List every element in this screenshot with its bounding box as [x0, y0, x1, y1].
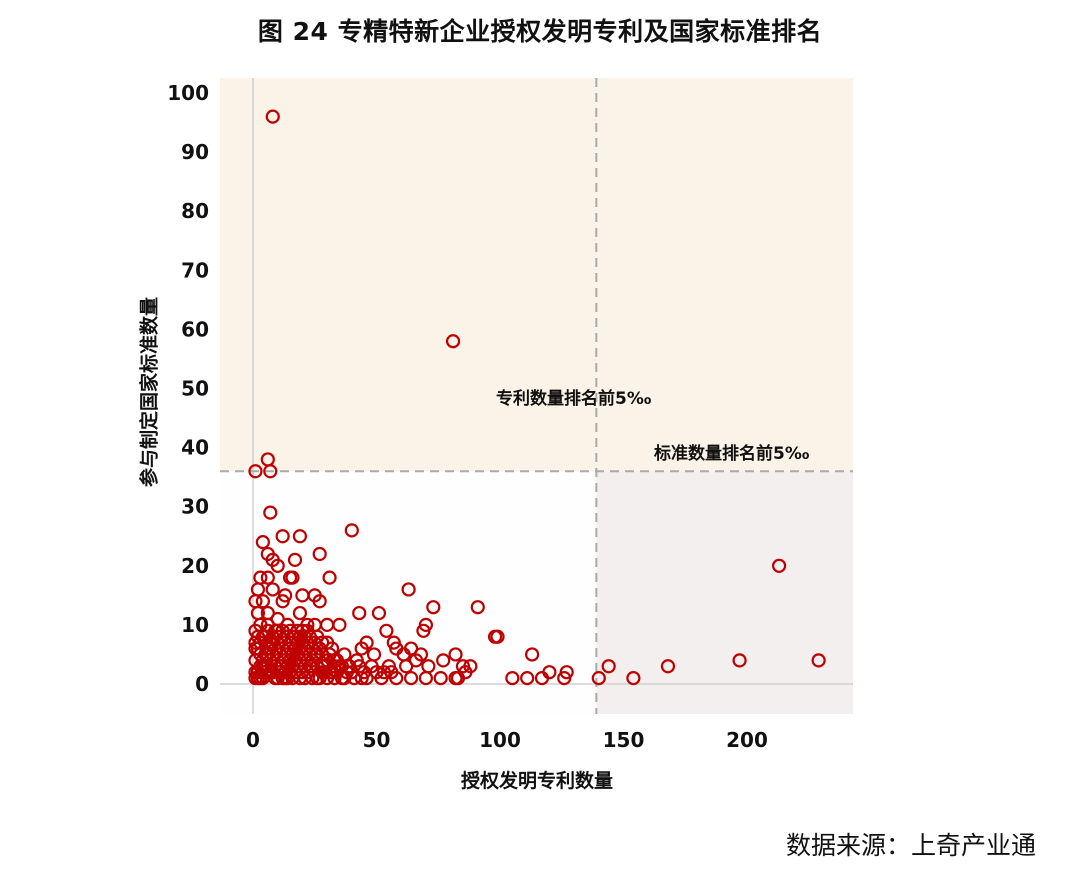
- data-point: [312, 546, 327, 562]
- data-point: [312, 594, 327, 609]
- data-point: [322, 570, 337, 585]
- data-point: [260, 570, 275, 585]
- annotation-patent-top-5-permille: 专利数量排名前5‰: [496, 389, 652, 409]
- data-point: [811, 653, 826, 668]
- data-point: [426, 600, 441, 615]
- x-tick-label: 100: [479, 728, 521, 752]
- x-tick-label: 0: [246, 728, 260, 752]
- data-point: [436, 653, 451, 668]
- data-point: [315, 635, 330, 650]
- data-point: [399, 659, 414, 674]
- data-point: [250, 629, 266, 644]
- data-point: [371, 605, 387, 621]
- data-point: [401, 582, 416, 597]
- data-point: [403, 670, 419, 686]
- y-tick-label: 100: [167, 81, 209, 105]
- data-point: [292, 605, 308, 621]
- y-tick-label: 10: [181, 613, 209, 637]
- data-point: [295, 623, 310, 638]
- data-point: [263, 464, 278, 479]
- data-point: [255, 594, 270, 609]
- y-tick-label: 30: [181, 495, 209, 519]
- data-point: [416, 623, 431, 638]
- data-point: [285, 570, 300, 585]
- data-point: [255, 659, 270, 674]
- data-point: [268, 670, 283, 686]
- tick-labels: 0 10 20 30 40 50 60 70 80 90 100 0 50 100 150 200: [167, 81, 768, 752]
- data-point: [626, 670, 641, 686]
- data-point: [263, 505, 278, 520]
- data-point: [660, 659, 676, 674]
- x-tick-label: 150: [603, 728, 645, 752]
- data-point: [376, 665, 392, 680]
- data-point: [248, 464, 263, 479]
- data-point: [278, 588, 293, 603]
- data-point: [490, 629, 505, 644]
- data-point: [260, 647, 275, 662]
- data-point: [525, 647, 540, 662]
- data-point: [379, 623, 394, 638]
- data-point: [384, 665, 399, 680]
- data-point: [418, 670, 433, 686]
- data-points: [248, 109, 826, 686]
- data-point: [275, 670, 290, 686]
- data-source: 数据来源：上奇产业通: [785, 831, 1036, 860]
- data-point: [349, 653, 364, 668]
- data-point: [285, 647, 300, 662]
- patent-top-region: [596, 471, 853, 714]
- data-point: [448, 647, 463, 662]
- chart-title: 图 24 专精特新企业授权发明专利及国家标准排名: [257, 17, 823, 46]
- data-point: [290, 635, 305, 650]
- x-tick-label: 50: [363, 728, 391, 752]
- data-point: [344, 523, 359, 538]
- y-tick-label: 60: [181, 317, 209, 341]
- y-tick-label: 20: [181, 554, 209, 578]
- data-point: [534, 670, 550, 686]
- y-tick-label: 0: [195, 672, 209, 696]
- data-point: [270, 558, 285, 573]
- data-point: [433, 670, 448, 686]
- data-point: [265, 109, 280, 124]
- data-point: [505, 670, 520, 686]
- data-point: [327, 659, 342, 674]
- data-point: [352, 605, 367, 621]
- data-point: [450, 670, 466, 686]
- data-point: [310, 670, 325, 686]
- data-point: [445, 334, 461, 349]
- data-point: [287, 552, 303, 567]
- standard-top-region: [220, 78, 853, 472]
- plot-regions: [220, 78, 853, 714]
- annotation-standard-top-5-permille: 标准数量排名前5‰: [654, 444, 810, 464]
- data-point: [337, 670, 352, 686]
- data-point: [772, 558, 787, 573]
- x-tick-label: 200: [726, 728, 768, 752]
- data-point: [470, 600, 485, 615]
- data-point: [591, 670, 606, 686]
- x-axis-label: 授权发明专利数量: [460, 770, 614, 792]
- data-point: [280, 659, 295, 674]
- y-tick-label: 80: [181, 199, 209, 223]
- data-point: [732, 653, 747, 668]
- data-point: [265, 635, 280, 650]
- y-tick-label: 50: [181, 377, 209, 401]
- data-point: [265, 582, 280, 597]
- data-point: [270, 623, 285, 638]
- data-point: [557, 670, 572, 686]
- data-point: [601, 659, 616, 674]
- data-point: [364, 659, 379, 674]
- data-point: [354, 641, 369, 656]
- data-point: [292, 529, 308, 544]
- y-axis-label: 参与制定国家标准数量: [138, 296, 161, 488]
- data-point: [275, 529, 290, 544]
- data-point: [255, 535, 270, 550]
- data-point: [332, 617, 347, 633]
- y-tick-label: 70: [181, 258, 209, 282]
- data-point: [520, 670, 535, 686]
- y-tick-label: 90: [181, 140, 209, 164]
- y-tick-label: 40: [181, 436, 209, 460]
